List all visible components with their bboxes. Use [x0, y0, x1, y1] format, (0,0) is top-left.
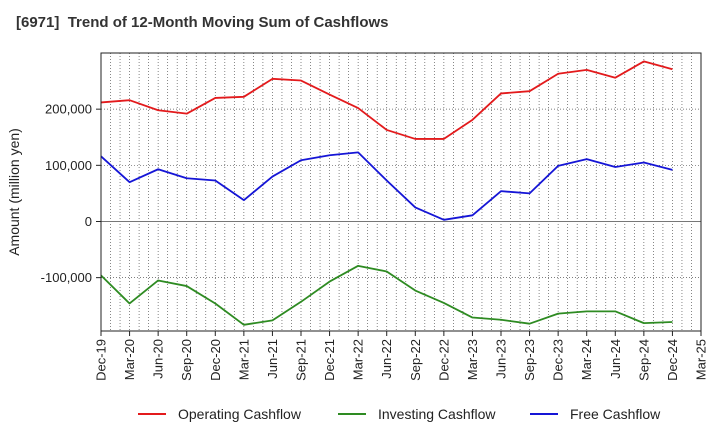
- plot-frame: [100, 52, 702, 332]
- x-tick-label: Jun-23: [494, 339, 509, 379]
- y-tick-label: -100,000: [41, 270, 92, 285]
- y-axis-label: Amount (million yen): [6, 128, 22, 256]
- x-tick-label: Jun-24: [608, 339, 623, 379]
- x-tick-label: Sep-23: [522, 339, 537, 381]
- y-tick-label: 200,000: [45, 102, 92, 117]
- x-tick-label: Mar-21: [236, 339, 251, 380]
- x-tick-label: Mar-23: [465, 339, 480, 380]
- x-tick-label: Dec-24: [665, 339, 680, 381]
- x-tick-label: Jun-22: [379, 339, 394, 379]
- x-tick-label: Mar-24: [579, 339, 594, 380]
- series-line-operating-cashflow: [100, 60, 673, 140]
- x-tick-label: Sep-22: [408, 339, 423, 381]
- legend-label-operating-cashflow: Operating Cashflow: [178, 406, 302, 422]
- legend: Operating Cashflow Investing Cashflow Free…: [138, 406, 661, 422]
- x-tick-label: Dec-19: [94, 339, 109, 381]
- series-line-investing-cashflow: [100, 264, 673, 326]
- y-axis-ticks: -100,000 0 100,000 200,000: [41, 102, 101, 285]
- x-axis-ticks: Dec-19 Mar-20 Jun-20 Sep-20 Dec-20 Mar-21 Jun-…: [94, 331, 709, 381]
- series-line-free-cashflow: [100, 151, 673, 221]
- x-tick-label: Mar-25: [694, 339, 709, 380]
- x-tick-label: Mar-22: [351, 339, 366, 380]
- x-tick-label: Mar-20: [122, 339, 137, 380]
- x-tick-label: Dec-21: [322, 339, 337, 381]
- legend-label-free-cashflow: Free Cashflow: [570, 406, 661, 422]
- chart-title: [6971] Trend of 12-Month Moving Sum of C…: [16, 14, 389, 31]
- legend-label-investing-cashflow: Investing Cashflow: [378, 406, 496, 422]
- x-tick-label: Dec-22: [436, 339, 451, 381]
- x-tick-label: Sep-24: [636, 339, 651, 381]
- y-tick-label: 0: [85, 214, 92, 229]
- x-tick-label: Jun-21: [265, 339, 280, 379]
- x-tick-label: Dec-23: [551, 339, 566, 381]
- x-tick-label: Jun-20: [151, 339, 166, 379]
- x-tick-label: Dec-20: [208, 339, 223, 381]
- x-tick-label: Sep-20: [179, 339, 194, 381]
- x-tick-label: Sep-21: [294, 339, 309, 381]
- y-tick-label: 100,000: [45, 158, 92, 173]
- series-lines: [100, 60, 673, 326]
